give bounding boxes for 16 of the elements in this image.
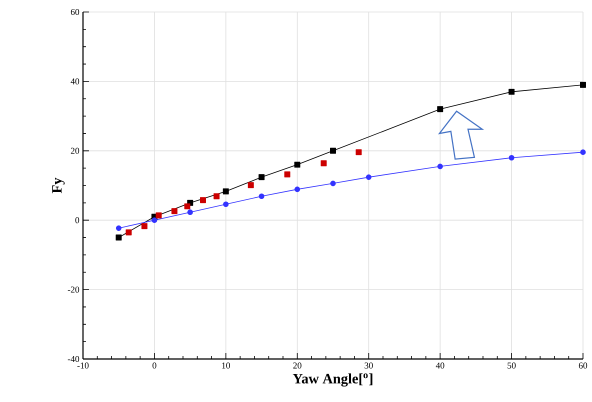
y-tick-label: 60 (70, 8, 80, 16)
y-tick-label: 40 (70, 78, 80, 84)
y-tick-label: 20 (70, 148, 80, 154)
y-tick-label: 0 (75, 217, 80, 224)
y-tick-label: -20 (68, 286, 80, 293)
x-tick-label: 30 (364, 362, 373, 369)
x-tick-label: 40 (436, 362, 444, 369)
y-axis-title: Fy (52, 178, 65, 194)
x-tick-label: 20 (293, 362, 302, 369)
y-tick-label: -40 (68, 356, 80, 362)
x-tick-label: -10 (77, 362, 89, 369)
x-tick-label: 0 (152, 362, 156, 369)
x-tick-label: 50 (508, 362, 516, 369)
x-axis-title: Yaw Angle[$^{o}$] (292, 373, 372, 387)
x-tick-label: 10 (222, 362, 230, 369)
x-tick-label: 60 (578, 362, 588, 369)
